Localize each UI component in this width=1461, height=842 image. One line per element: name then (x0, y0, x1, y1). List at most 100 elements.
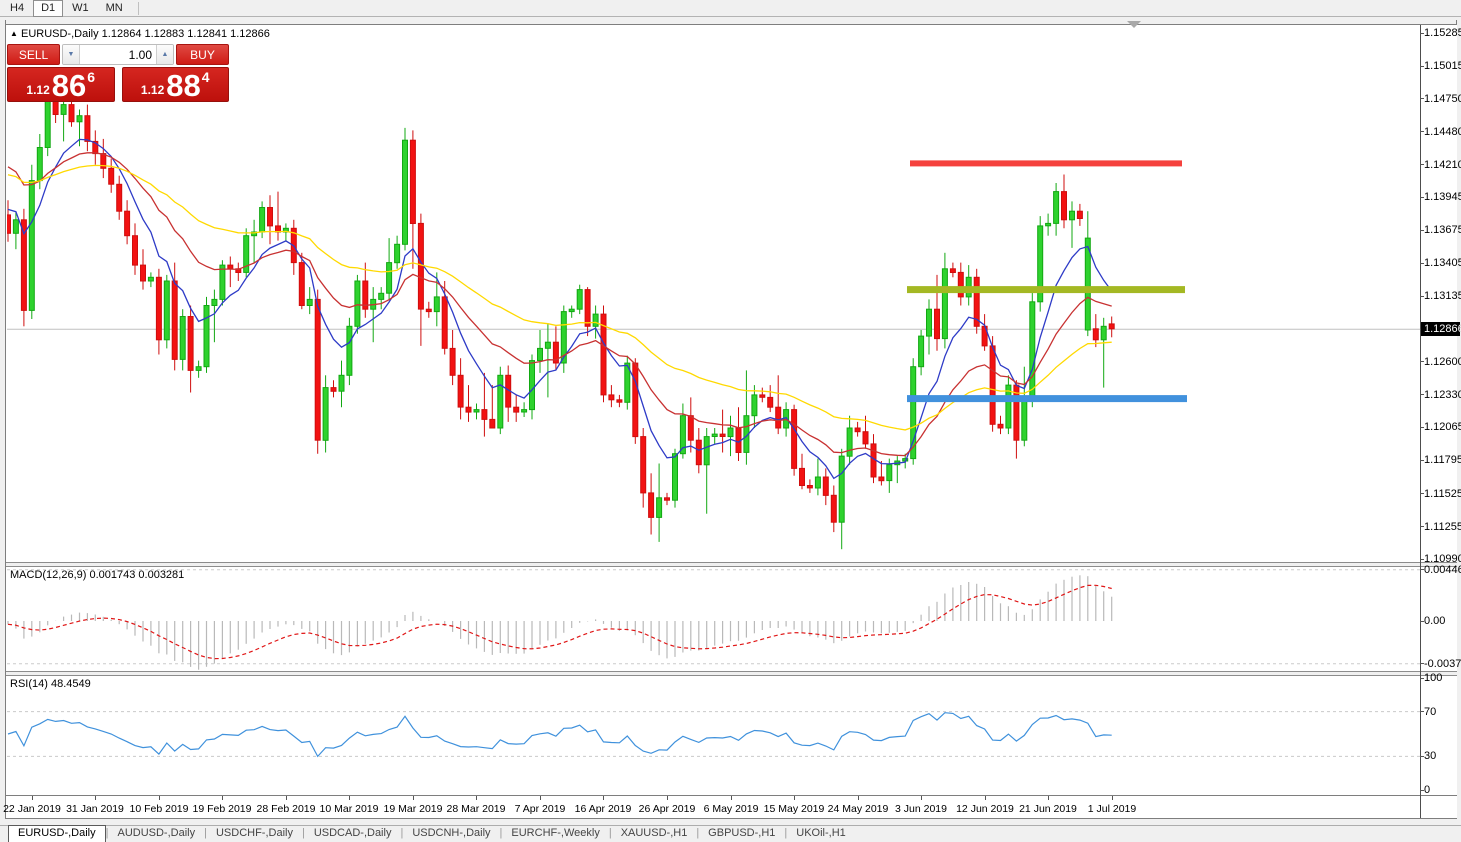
symbol-title: EURUSD-,Daily (20, 28, 99, 40)
volume-decrease-button[interactable]: ▼ (63, 45, 80, 64)
tab-separator: | (696, 827, 700, 839)
macd-tick-mark (1420, 663, 1424, 664)
date-label: 22 Jan 2019 (3, 803, 61, 815)
volume-increase-button[interactable]: ▲ (156, 45, 173, 64)
tab-separator: | (400, 827, 404, 839)
price-tick: 1.13135 (1424, 290, 1461, 303)
sell-button[interactable]: SELL (7, 44, 60, 65)
price-tick-mark (1420, 197, 1424, 198)
date-label: 15 May 2019 (763, 803, 825, 815)
date-tick-mark (603, 796, 604, 800)
price-tick-mark (1420, 164, 1424, 165)
price-tick-mark (1420, 33, 1424, 34)
rsi-tick: 100 (1424, 672, 1443, 684)
tab-separator: | (204, 827, 207, 839)
tab-separator: | (784, 827, 788, 839)
rsi-tick: 30 (1424, 750, 1437, 763)
date-label: 19 Mar 2019 (383, 803, 443, 815)
date-tick-mark (413, 796, 414, 800)
tab-separator: | (608, 827, 612, 839)
chart-tab-audusd[interactable]: AUDUSD-,Daily (117, 827, 196, 839)
window-border-bottom (5, 818, 1457, 819)
timeframe-button-h4[interactable]: H4 (10, 1, 25, 14)
chart-tab-gbpusd[interactable]: GBPUSD-,H1 (708, 827, 776, 839)
price-tick: 1.10990 (1424, 553, 1461, 566)
price-tick: 1.14750 (1424, 92, 1461, 105)
price-tick-mark (1420, 98, 1424, 99)
breakout-level-line[interactable] (907, 286, 1185, 294)
price-tick-mark (1420, 526, 1424, 527)
chart-tab-usdcad[interactable]: USDCAD-,Daily (313, 827, 392, 839)
resistance-line[interactable] (910, 160, 1182, 167)
timeframe-button-mn[interactable]: MN (105, 1, 123, 14)
chart-tab-usdchf[interactable]: USDCHF-,Daily (215, 827, 293, 839)
date-tick-mark (95, 796, 96, 800)
buy-quote-button[interactable]: 1.12 88 4 (121, 67, 229, 104)
ma-medium-line[interactable] (7, 152, 1112, 457)
price-tick: 1.12065 (1424, 421, 1461, 434)
price-tick: 1.12330 (1424, 388, 1461, 401)
price-tick: 1.11795 (1424, 454, 1461, 467)
price-tick-mark (1420, 460, 1424, 461)
pane-separator[interactable] (6, 671, 1457, 676)
date-tick-mark (1048, 796, 1049, 800)
rsi-tick-mark (1420, 790, 1424, 791)
macd-histogram (7, 575, 1113, 670)
rsi-pane-label: RSI(14) 48.4549 (10, 678, 91, 690)
pane-separator[interactable] (6, 562, 1457, 567)
price-tick: 1.13945 (1424, 191, 1461, 204)
macd-tick: -0.003715 (1424, 657, 1461, 670)
rsi-line (7, 712, 1112, 758)
price-tick: 1.14210 (1424, 158, 1461, 171)
toolbar-separator (137, 1, 139, 15)
price-tick-mark (1420, 66, 1424, 67)
tab-separator: | (301, 827, 305, 839)
timeframe-button-w1[interactable]: W1 (72, 1, 89, 14)
price-tick-mark (1420, 296, 1424, 297)
date-tick-mark (349, 796, 350, 800)
tab-separator: | (105, 827, 109, 839)
date-label: 7 Apr 2019 (514, 803, 566, 815)
support-line[interactable] (907, 395, 1187, 403)
chevron-down-icon[interactable] (1127, 21, 1141, 28)
sell-quote-button[interactable]: 1.12 86 6 (7, 67, 115, 102)
chart-title: ▲ EURUSD-,Daily 1.12864 1.12883 1.12841 … (10, 28, 270, 40)
buy-price-big: 88 (166, 68, 201, 104)
buy-button[interactable]: BUY (176, 44, 229, 65)
date-tick-mark (667, 796, 668, 800)
date-label: 10 Feb 2019 (129, 803, 189, 815)
window-border-top (5, 24, 1457, 25)
price-tick: 1.13405 (1424, 257, 1461, 270)
date-tick-mark (540, 796, 541, 800)
rsi-tick: 70 (1424, 705, 1437, 718)
rsi-tick-mark (1420, 711, 1424, 712)
rsi-tick-mark (1420, 678, 1424, 679)
chart-tab-eurusd[interactable]: EURUSD-,Daily (8, 825, 106, 842)
price-tick-mark (1420, 493, 1424, 494)
buy-price-prefix: 1.12 (140, 83, 165, 97)
price-tick: 1.15285 (1424, 27, 1461, 39)
date-label: 24 May 2019 (827, 803, 889, 815)
date-label: 28 Feb 2019 (256, 803, 316, 815)
pane-separator (6, 795, 1457, 796)
timeframe-button-d1[interactable]: D1 (33, 0, 64, 17)
date-label: 28 Mar 2019 (446, 803, 506, 815)
price-tick: 1.13675 (1424, 224, 1461, 237)
date-label: 21 Jun 2019 (1019, 803, 1077, 815)
chart-tab-eurchf[interactable]: EURCHF-,Weekly (511, 827, 600, 839)
date-tick-mark (731, 796, 732, 800)
chart-tab-ukoil[interactable]: UKOil-,H1 (796, 827, 846, 839)
date-tick-mark (159, 796, 160, 800)
macd-signal-line (7, 584, 1112, 660)
chart-background (6, 25, 1457, 818)
volume-input[interactable] (80, 45, 156, 64)
date-label: 6 May 2019 (703, 803, 759, 815)
chart-tab-xauusd[interactable]: XAUUSD-,H1 (620, 827, 688, 839)
chart-tab-usdcnh[interactable]: USDCNH-,Daily (412, 827, 491, 839)
ma-slow-line[interactable] (7, 164, 1112, 431)
date-label: 12 Jun 2019 (956, 803, 1014, 815)
collapse-arrow-icon[interactable]: ▲ (10, 29, 18, 38)
